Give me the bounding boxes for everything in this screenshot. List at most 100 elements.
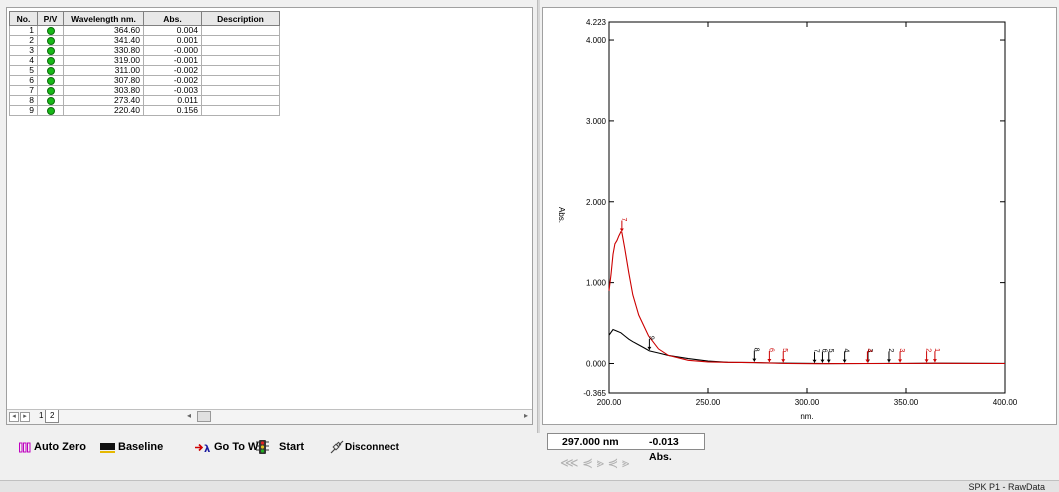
cell-no[interactable]: 2 [9, 35, 38, 46]
y-tick-label: 3.000 [586, 117, 607, 126]
table-row[interactable]: 3 330.80 -0.000 [9, 45, 280, 56]
status-bar: SPK P1 - RawData [0, 480, 1059, 492]
scroll-right-icon[interactable]: ▸ [523, 411, 528, 420]
cell-wavelength[interactable]: 364.60 [63, 25, 144, 36]
cell-wavelength[interactable]: 273.40 [63, 95, 144, 106]
cell-description[interactable] [201, 55, 280, 66]
goto-wl-button[interactable]: λ Go To WL [195, 440, 265, 454]
peak-marker-head [898, 359, 903, 363]
auto-zero-button[interactable]: Auto Zero [19, 440, 86, 454]
start-button[interactable]: Start [256, 440, 304, 454]
cell-wavelength[interactable]: 330.80 [63, 45, 144, 56]
cell-abs[interactable]: 0.156 [143, 105, 202, 116]
cell-no[interactable]: 9 [9, 105, 38, 116]
cell-pv[interactable] [37, 85, 64, 96]
peak-marker-head [932, 359, 937, 363]
cell-abs[interactable]: 0.011 [143, 95, 202, 106]
sheet-tab-2[interactable]: 2 [45, 410, 60, 423]
pv-peak-icon [46, 86, 55, 95]
peak-marker-head [826, 359, 831, 363]
cell-no[interactable]: 7 [9, 85, 38, 96]
table-row[interactable]: 2 341.40 0.001 [9, 35, 280, 46]
cell-wavelength[interactable]: 311.00 [63, 65, 144, 76]
cell-abs[interactable]: -0.002 [143, 65, 202, 76]
spectrum-chart[interactable]: Abs. nm. 4.223 4.000 3.000 2.000 1.000 0.000 -… [543, 8, 1058, 426]
cell-abs[interactable]: 0.001 [143, 35, 202, 46]
cell-description[interactable] [201, 45, 280, 56]
cell-no[interactable]: 8 [9, 95, 38, 106]
sheet-tab-1[interactable]: 1 [39, 411, 44, 420]
start-label: Start [279, 441, 305, 453]
cell-description[interactable] [201, 25, 280, 36]
cell-pv[interactable] [37, 75, 64, 86]
cell-description[interactable] [201, 35, 280, 46]
cell-wavelength[interactable]: 303.80 [63, 85, 144, 96]
cell-wavelength[interactable]: 307.80 [63, 75, 144, 86]
peak-marker-label: 6 [767, 348, 774, 352]
cell-abs[interactable]: -0.003 [143, 85, 202, 96]
cell-no[interactable]: 1 [9, 25, 38, 36]
cell-pv[interactable] [37, 55, 64, 66]
table-row[interactable]: 1 364.60 0.004 [9, 25, 280, 36]
cell-description[interactable] [201, 65, 280, 76]
cell-wavelength[interactable]: 319.00 [63, 55, 144, 66]
table-row[interactable]: 6 307.80 -0.002 [9, 75, 280, 86]
col-header-pv[interactable]: P/V [37, 11, 64, 26]
col-header-wavelength[interactable]: Wavelength nm. [63, 11, 144, 26]
peak-marker-head [924, 359, 929, 363]
prev-sheet-icon[interactable]: ◂ [9, 412, 19, 422]
horizontal-scrollbar[interactable]: ◂ ▸ [185, 411, 530, 423]
cursor-readout: 297.000 nm -0.013 Abs. [547, 433, 705, 463]
y-tick-label: 4.000 [586, 36, 607, 45]
cell-abs[interactable]: 0.004 [143, 25, 202, 36]
cell-description[interactable] [201, 75, 280, 86]
next-sheet-icon[interactable]: ▸ [20, 412, 30, 422]
peak-marker-head [865, 359, 870, 363]
pv-peak-icon [46, 56, 55, 65]
cell-pv[interactable] [37, 45, 64, 56]
cell-description[interactable] [201, 85, 280, 96]
cell-abs[interactable]: -0.000 [143, 45, 202, 56]
scroll-left-icon[interactable]: ◂ [187, 411, 192, 420]
cell-wavelength[interactable]: 341.40 [63, 35, 144, 46]
y-tick-label: 1.000 [586, 279, 607, 288]
cell-no[interactable]: 3 [9, 45, 38, 56]
cell-pv[interactable] [37, 65, 64, 76]
table-row[interactable]: 8 273.40 0.011 [9, 95, 280, 106]
table-row[interactable]: 5 311.00 -0.002 [9, 65, 280, 76]
baseline-button[interactable]: Baseline [100, 440, 163, 454]
cell-pv[interactable] [37, 35, 64, 46]
peak-marker-label: 1 [933, 348, 940, 352]
cell-description[interactable] [201, 105, 280, 116]
x-tick-label: 400.00 [993, 398, 1018, 407]
pane-splitter[interactable] [537, 0, 540, 433]
peak-marker-head [886, 359, 891, 363]
table-row[interactable]: 9 220.40 0.156 [9, 105, 280, 116]
peak-navigation-buttons[interactable]: ⋘ ⋞ ⪢ ⋞ ⪢ [560, 455, 630, 470]
cell-abs[interactable]: -0.002 [143, 75, 202, 86]
peak-marker-label: 7 [620, 217, 627, 221]
scroll-thumb[interactable] [197, 411, 211, 422]
pv-peak-icon [46, 26, 55, 35]
col-header-description[interactable]: Description [201, 11, 280, 26]
y-tick-label: 4.223 [586, 18, 607, 27]
cell-no[interactable]: 4 [9, 55, 38, 66]
table-row[interactable]: 4 319.00 -0.001 [9, 55, 280, 66]
cell-no[interactable]: 5 [9, 65, 38, 76]
peak-marker-label: 4 [865, 348, 872, 352]
peak-table[interactable]: No. P/V Wavelength nm. Abs. Description … [9, 11, 280, 116]
col-header-no[interactable]: No. [9, 11, 38, 26]
cell-wavelength[interactable]: 220.40 [63, 105, 144, 116]
col-header-abs[interactable]: Abs. [143, 11, 202, 26]
peak-marker-head [767, 358, 772, 362]
spectrum-chart-pane: Abs. nm. 4.223 4.000 3.000 2.000 1.000 0.000 -… [542, 7, 1057, 425]
baseline-label: Baseline [118, 441, 164, 453]
cell-no[interactable]: 6 [9, 75, 38, 86]
disconnect-button[interactable]: Disconnect [330, 440, 399, 454]
cell-pv[interactable] [37, 105, 64, 116]
cell-abs[interactable]: -0.001 [143, 55, 202, 66]
cell-description[interactable] [201, 95, 280, 106]
cell-pv[interactable] [37, 95, 64, 106]
cell-pv[interactable] [37, 25, 64, 36]
table-row[interactable]: 7 303.80 -0.003 [9, 85, 280, 96]
